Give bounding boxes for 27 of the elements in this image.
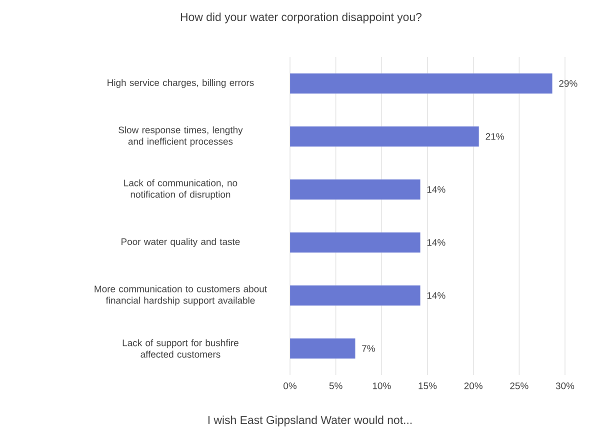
bar — [290, 73, 552, 94]
x-tick-label: 15% — [418, 382, 437, 390]
bar — [290, 126, 480, 147]
y-tick-label: Lack of support for bushfire affected customers — [122, 339, 238, 358]
data-label: 29% — [559, 80, 578, 87]
y-tick-label: High service charges, billing errors — [108, 79, 254, 88]
y-tick-label: Lack of communication, no notification of disruption — [124, 179, 238, 200]
chart-title: How did your water corporation disappoint you? — [180, 12, 422, 24]
y-tick-label: Slow response times, lengthy and inefficient processes — [118, 126, 243, 147]
bar — [290, 179, 420, 200]
y-tick-label: More communication to customers about financial hardship support available — [94, 285, 267, 306]
data-label: 14% — [427, 239, 446, 246]
y-tick-label: Poor water quality and taste — [122, 238, 240, 247]
data-label: 21% — [486, 133, 504, 140]
x-tick-label: 25% — [510, 382, 528, 390]
x-axis-title: I wish East Gippsland Water would not... — [208, 416, 412, 426]
data-label: 14% — [427, 186, 446, 193]
bar — [290, 285, 420, 306]
data-label: 14% — [427, 292, 446, 299]
bar — [290, 232, 420, 253]
x-tick-label: 5% — [329, 382, 342, 390]
data-label: 7% — [362, 345, 375, 352]
x-tick-label: 20% — [464, 382, 482, 390]
x-tick-label: 30% — [556, 382, 574, 390]
x-tick-label: 0% — [284, 382, 297, 390]
bar — [290, 338, 356, 359]
x-tick-label: 10% — [372, 382, 391, 390]
